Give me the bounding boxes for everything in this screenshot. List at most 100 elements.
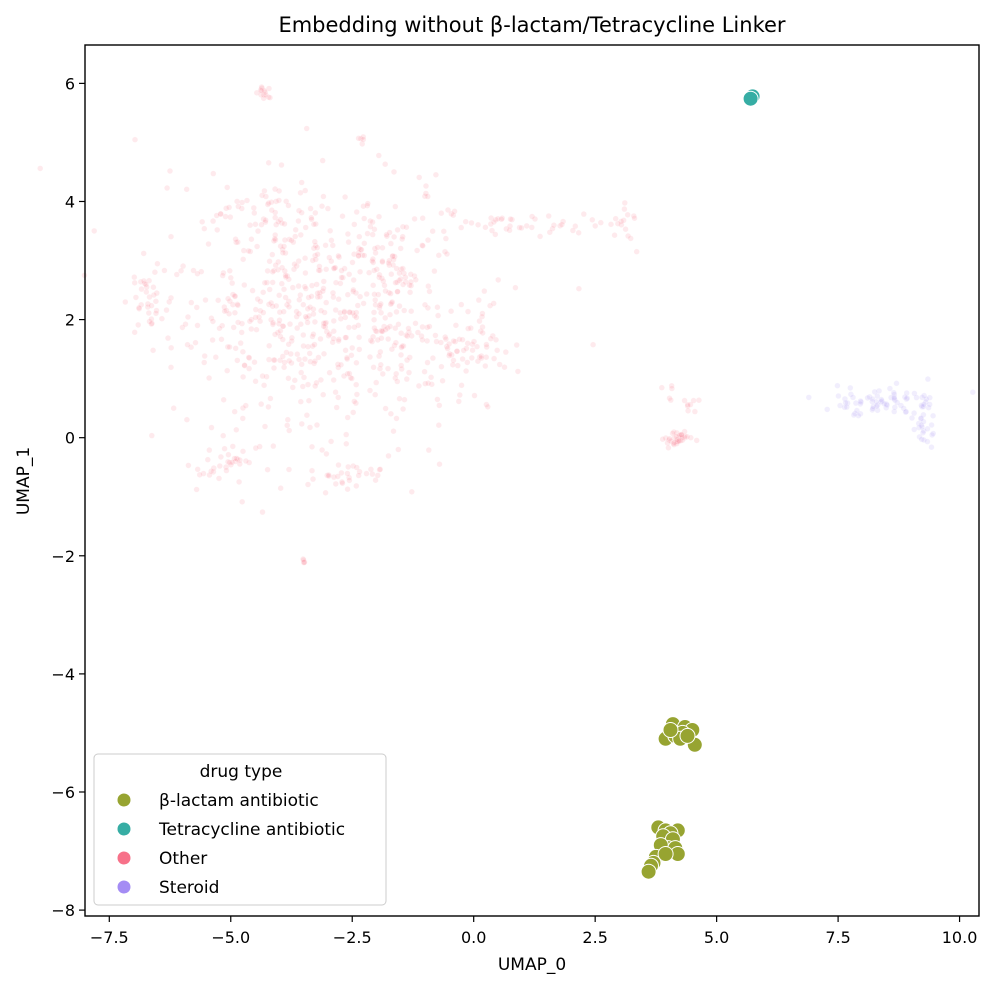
x-tick-label: 7.5	[825, 928, 850, 947]
data-point	[272, 209, 279, 216]
data-point	[438, 210, 445, 217]
data-point	[572, 223, 579, 230]
data-point	[366, 387, 374, 394]
data-point	[379, 258, 386, 266]
data-point	[920, 411, 927, 418]
data-point	[401, 396, 408, 403]
data-point	[238, 329, 245, 336]
data-point	[279, 246, 286, 253]
data-point	[890, 389, 897, 396]
data-point	[418, 333, 425, 340]
data-point	[300, 559, 307, 566]
data-point	[286, 357, 293, 364]
data-point	[506, 223, 514, 230]
data-point	[316, 289, 323, 296]
data-point	[215, 475, 223, 482]
x-tick-label: 10.0	[942, 928, 978, 947]
data-point	[335, 296, 342, 303]
data-point	[297, 292, 304, 299]
x-tick-label: −7.5	[90, 928, 129, 947]
data-point	[358, 246, 365, 253]
x-axis-ticks: −7.5 −5.0 −2.5 0.0 2.5 5.0 7.5 10.0	[90, 916, 978, 947]
data-point	[405, 369, 413, 376]
data-point	[392, 374, 399, 382]
data-point	[378, 327, 385, 334]
data-point	[357, 268, 364, 275]
data-point	[557, 222, 564, 229]
data-point	[891, 408, 898, 415]
data-point	[353, 309, 360, 316]
data-point	[316, 267, 323, 274]
data-point	[681, 434, 688, 441]
data-point	[316, 263, 323, 270]
x-tick-label: 2.5	[582, 928, 607, 947]
data-point	[416, 174, 423, 181]
data-point	[422, 190, 429, 197]
data-point	[492, 231, 499, 238]
data-point	[499, 215, 506, 222]
data-point	[327, 227, 334, 234]
data-point	[673, 429, 680, 436]
data-point	[278, 219, 285, 227]
data-point	[233, 455, 240, 462]
data-point	[424, 193, 431, 200]
data-point	[426, 288, 433, 295]
data-point	[370, 364, 377, 371]
data-point	[305, 397, 312, 404]
data-point	[295, 283, 302, 290]
data-point	[355, 249, 362, 256]
data-point	[633, 248, 640, 255]
data-point	[364, 202, 371, 209]
data-point	[920, 403, 927, 410]
data-point	[356, 334, 363, 341]
data-point	[164, 335, 172, 342]
data-point	[621, 199, 628, 206]
legend-title: drug type	[200, 762, 283, 782]
data-point	[631, 215, 638, 222]
data-point	[837, 402, 844, 409]
data-point	[575, 229, 582, 236]
data-point	[382, 161, 389, 168]
data-point	[620, 217, 627, 224]
data-point	[345, 463, 352, 470]
data-point	[148, 316, 155, 323]
data-point	[266, 94, 274, 101]
data-point	[201, 352, 208, 360]
data-point	[148, 320, 155, 327]
data-point	[285, 341, 292, 348]
data-point	[453, 347, 461, 355]
data-point	[204, 456, 211, 463]
data-point	[144, 303, 151, 311]
data-point	[265, 301, 272, 308]
data-point	[301, 356, 308, 363]
data-point	[229, 459, 236, 466]
data-point	[677, 431, 685, 438]
data-point	[217, 210, 224, 217]
data-point	[346, 309, 353, 316]
data-point	[391, 253, 398, 260]
data-point	[492, 336, 500, 343]
data-point	[222, 213, 229, 220]
data-point	[403, 332, 410, 339]
data-point	[300, 331, 307, 339]
data-point	[259, 373, 266, 380]
data-point	[323, 299, 330, 306]
data-point	[320, 323, 327, 330]
data-point	[918, 414, 925, 422]
data-point	[257, 307, 264, 314]
data-point	[259, 192, 266, 199]
data-point	[382, 287, 389, 295]
data-point	[869, 406, 876, 413]
data-point	[352, 400, 359, 407]
data-point	[360, 300, 367, 307]
data-point	[337, 315, 344, 322]
data-point	[276, 292, 283, 299]
data-point	[685, 407, 692, 414]
data-point	[377, 466, 384, 473]
data-point	[969, 389, 976, 396]
data-point	[850, 411, 857, 419]
data-point	[883, 401, 890, 408]
data-point	[247, 248, 254, 255]
data-point	[225, 295, 232, 302]
data-point	[523, 222, 530, 229]
